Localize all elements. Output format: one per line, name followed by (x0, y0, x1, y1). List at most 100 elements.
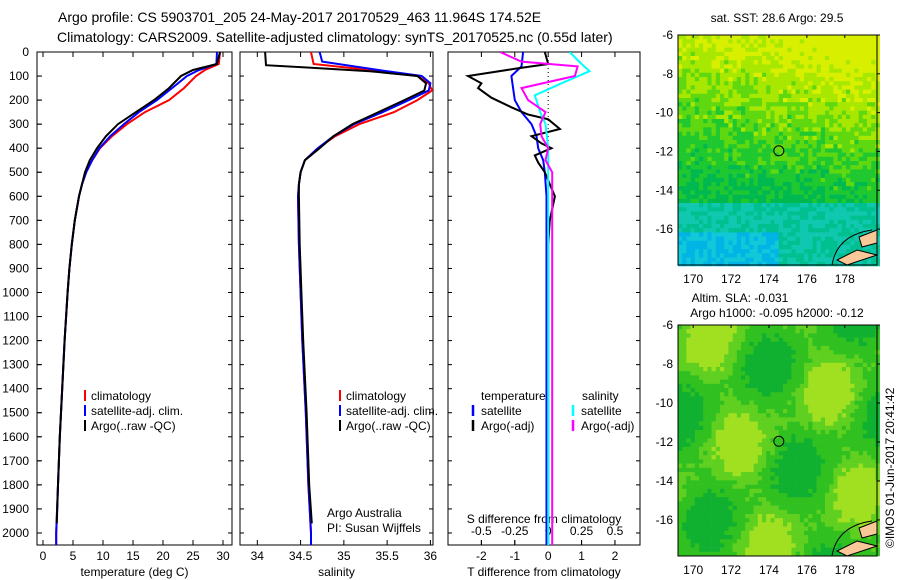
map-cell (787, 56, 792, 61)
map-cell (732, 156, 738, 162)
map-cell (766, 203, 771, 208)
map-cell (745, 261, 750, 267)
map-cell (699, 249, 704, 254)
map-cell (745, 106, 750, 111)
map-cell (867, 367, 872, 372)
map-cell (825, 127, 830, 132)
map-cell (703, 131, 708, 137)
map-cell (770, 47, 775, 53)
map-cell (858, 203, 864, 208)
map-cell (690, 77, 696, 82)
map-cell (795, 455, 801, 460)
map-cell (846, 228, 851, 233)
map-cell (707, 383, 712, 389)
map-cell (762, 123, 767, 128)
map-cell (741, 325, 746, 330)
map-cell (774, 131, 780, 137)
map-cell (841, 236, 847, 242)
map-cell (829, 51, 834, 57)
map-cell (686, 463, 691, 469)
map-cell (711, 442, 717, 448)
map-cell (678, 480, 683, 485)
map-cell (875, 224, 880, 229)
map-cell (741, 362, 746, 368)
map-cell (745, 484, 750, 490)
map-cell (783, 81, 788, 86)
map-cell (804, 60, 809, 65)
map-cell (745, 392, 750, 397)
map-cell (867, 459, 872, 464)
map-cell (732, 379, 738, 385)
map-cell (774, 463, 780, 469)
map-cell (778, 472, 784, 477)
map-cell (745, 228, 750, 233)
map-cell (778, 501, 784, 506)
map-cell (711, 240, 717, 246)
map-cell (724, 43, 729, 48)
map-cell (699, 455, 704, 460)
map-cell (795, 350, 801, 355)
map-cell (783, 190, 788, 195)
map-cell (690, 400, 696, 406)
map-cell (762, 43, 767, 48)
map-cell (711, 480, 717, 485)
map-cell (808, 383, 813, 389)
map-cell (682, 110, 687, 116)
map-cell (770, 358, 775, 364)
map-cell (778, 240, 784, 246)
map-cell (699, 362, 704, 368)
map-cell (694, 350, 700, 355)
map-cell (762, 379, 767, 385)
map-cell (808, 459, 813, 464)
map-cell (741, 51, 746, 57)
map-cell (825, 413, 830, 418)
map-cell (766, 421, 771, 427)
map-cell (837, 438, 843, 443)
map-cell (678, 64, 683, 69)
map-cell (825, 165, 830, 170)
map-cell (774, 43, 780, 48)
map-cell (778, 455, 784, 460)
map-cell (787, 346, 792, 351)
map-cell (694, 39, 700, 44)
map-cell (690, 488, 696, 494)
map-cell (736, 354, 742, 359)
map-cell (812, 240, 817, 246)
map-cell (682, 148, 687, 153)
map-cell (745, 72, 750, 78)
x-tick-label: 5 (70, 549, 77, 563)
map-cell (736, 85, 742, 90)
map-cell (762, 392, 767, 397)
map-cell (770, 72, 775, 78)
map-cell (795, 451, 801, 456)
map-cell (694, 358, 700, 364)
map-cell (804, 169, 809, 174)
map-cell (703, 77, 708, 82)
map-cell (825, 400, 830, 406)
map-cell (799, 367, 805, 372)
map-cell (728, 388, 733, 393)
map-cell (795, 480, 801, 485)
map-cell (841, 459, 847, 464)
map-cell (699, 392, 704, 397)
map-cell (678, 228, 683, 233)
map-cell (711, 228, 717, 233)
map-cell (732, 249, 738, 254)
map-cell (875, 119, 880, 124)
map-cell (766, 35, 771, 40)
map-cell (854, 367, 859, 372)
map-cell (841, 413, 847, 418)
map-cell (808, 148, 813, 153)
map-cell (858, 329, 864, 334)
map-cell (850, 106, 855, 111)
map-cell (715, 333, 721, 338)
map-cell (724, 421, 729, 427)
map-cell (711, 144, 717, 149)
map-cell (753, 89, 759, 95)
map-cell (783, 404, 788, 410)
map-cell (833, 173, 838, 179)
map-cell (846, 375, 851, 380)
map-cell (829, 114, 834, 120)
map-cell (783, 333, 788, 338)
map-cell (829, 219, 834, 225)
